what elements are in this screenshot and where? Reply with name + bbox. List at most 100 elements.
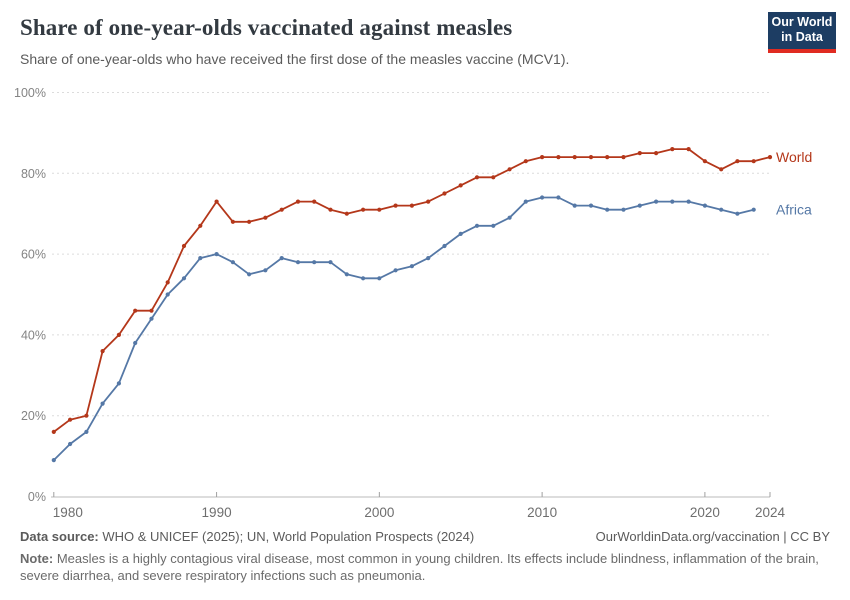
world-data-point[interactable] [751,159,756,164]
owid-logo[interactable]: Our World in Data [768,12,836,53]
world-data-point[interactable] [377,207,382,212]
world-data-point[interactable] [426,199,431,204]
africa-data-point[interactable] [51,458,56,463]
world-data-point[interactable] [344,211,349,216]
africa-data-point[interactable] [295,260,301,265]
world-data-point[interactable] [181,243,187,249]
world-data-point[interactable] [279,207,284,212]
world-data-point[interactable] [312,199,317,204]
africa-data-point[interactable] [702,203,708,208]
africa-data-point[interactable] [458,231,463,236]
africa-data-point[interactable] [100,401,105,406]
africa-data-point[interactable] [637,203,642,208]
x-axis-tick-label: 2024 [755,505,786,520]
africa-data-point[interactable] [279,256,284,261]
africa-data-point[interactable] [116,381,121,386]
africa-data-point[interactable] [328,260,333,265]
africa-data-point[interactable] [605,207,610,212]
africa-data-point[interactable] [312,260,317,265]
africa-data-point[interactable] [523,199,528,204]
africa-data-point[interactable] [198,256,203,261]
africa-data-point[interactable] [588,203,594,208]
world-data-point[interactable] [507,167,512,172]
world-data-point[interactable] [409,203,414,208]
world-data-point[interactable] [735,159,740,164]
africa-data-point[interactable] [377,276,382,281]
africa-data-point[interactable] [621,207,626,212]
world-data-point[interactable] [702,159,708,164]
line-chart-canvas[interactable]: 0% 20% 40% 60% 80% 100% 1980 1990 2000 2010 2020 20… [0,0,850,528]
world-line[interactable] [52,148,771,433]
africa-data-point[interactable] [491,223,496,228]
africa-data-point[interactable] [149,316,154,321]
africa-data-point[interactable] [426,256,431,261]
world-data-point[interactable] [100,349,105,354]
world-data-point[interactable] [719,167,724,172]
world-data-point[interactable] [68,417,73,422]
world-data-point[interactable] [247,219,252,224]
africa-data-point[interactable] [361,276,366,281]
world-data-point[interactable] [654,151,659,156]
world-data-point[interactable] [686,147,691,152]
africa-data-point[interactable] [474,223,480,228]
africa-data-point[interactable] [230,260,235,265]
africa-data-point[interactable] [247,272,252,277]
africa-data-point[interactable] [507,215,512,220]
africa-data-point[interactable] [133,340,138,346]
africa-data-point[interactable] [442,243,447,249]
world-data-point[interactable] [458,183,463,188]
world-data-point[interactable] [621,155,626,160]
world-data-point[interactable] [556,155,561,160]
world-data-point[interactable] [149,308,154,313]
africa-data-point[interactable] [670,199,675,204]
world-data-point[interactable] [491,175,496,180]
africa-data-point[interactable] [263,268,268,273]
world-data-point[interactable] [605,155,610,160]
africa-data-point[interactable] [214,252,219,257]
world-data-point[interactable] [572,155,577,160]
world-data-point[interactable] [84,413,89,418]
africa-data-point[interactable] [540,195,545,200]
world-data-point[interactable] [116,332,121,337]
world-data-point[interactable] [328,207,333,212]
world-data-point[interactable] [263,215,268,220]
africa-data-point[interactable] [409,264,414,269]
world-data-point[interactable] [670,147,675,152]
world-data-point[interactable] [588,155,594,160]
world-data-point[interactable] [51,429,56,434]
world-data-point[interactable] [523,159,528,164]
world-data-point[interactable] [442,191,447,196]
license-link[interactable]: OurWorldinData.org/vaccination | CC BY [595,529,830,544]
world-data-point[interactable] [165,280,170,285]
world-data-point[interactable] [295,199,301,204]
africa-data-point[interactable] [68,441,73,447]
world-data-point[interactable] [214,199,219,204]
africa-line[interactable] [52,196,755,461]
world-data-point[interactable] [637,151,642,156]
world-data-point[interactable] [361,207,366,212]
x-axis-tick-label: 2000 [364,505,394,520]
data-source-label: Data source: [20,529,99,544]
africa-data-point[interactable] [654,199,659,204]
y-axis-tick-label: 40% [21,328,46,342]
africa-data-point[interactable] [344,272,349,277]
africa-data-point[interactable] [572,203,577,208]
africa-data-point[interactable] [393,268,398,273]
owid-logo-line1: Our World [771,15,833,29]
africa-data-point[interactable] [719,207,724,212]
africa-data-point[interactable] [165,292,170,297]
africa-data-point[interactable] [686,199,691,204]
world-data-point[interactable] [540,155,545,160]
world-data-point[interactable] [474,175,480,180]
world-data-point[interactable] [767,155,773,160]
world-data-point[interactable] [230,219,235,224]
africa-data-point[interactable] [84,429,89,434]
world-data-point[interactable] [133,308,138,313]
africa-data-point[interactable] [181,276,187,281]
world-data-point[interactable] [198,223,203,228]
africa-data-point[interactable] [751,207,756,212]
africa-data-point[interactable] [735,211,740,216]
world-data-point[interactable] [393,203,398,208]
africa-data-point[interactable] [556,195,561,200]
